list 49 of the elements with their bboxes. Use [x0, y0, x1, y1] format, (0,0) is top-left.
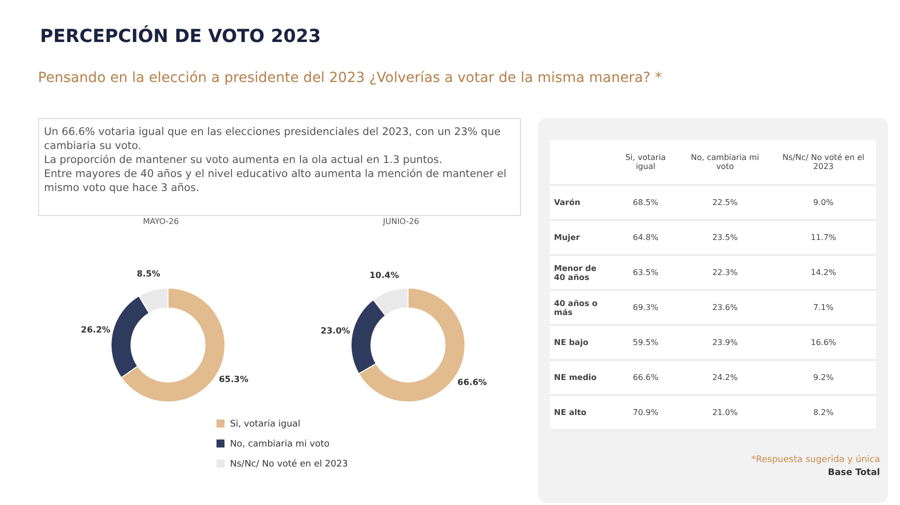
text: 68.5% — [632, 198, 658, 207]
data-label: 26.2% — [80, 325, 111, 336]
text: PERCEPCIÓN DE VOTO 2023 — [40, 26, 321, 47]
category-label: Mujer — [554, 233, 580, 242]
text: 11.7% — [810, 233, 836, 242]
text: 9.2% — [813, 373, 834, 382]
data-label: 66.6% — [457, 378, 488, 388]
category-label: Varón — [554, 198, 580, 207]
data-label: 65.3% — [218, 375, 249, 386]
legend-label: Si, votaria igual — [230, 420, 300, 430]
category-label: NE alto — [554, 408, 586, 417]
category-label: NE bajo — [554, 338, 588, 347]
legend-label: Ns/Nc/ No voté en el 2023 — [230, 458, 348, 470]
legend-label: No, cambiaria mi voto — [230, 440, 330, 450]
text: 23.5% — [712, 233, 738, 242]
category-label: Menor de 40 años — [554, 264, 596, 282]
text: La proporción de mantener su voto aumenta en la ola actual en 1.3 puntos. — [44, 153, 444, 167]
text: Pensando en la elección a presidente del 2023 ¿Volverías a votar de la misma manera? * — [38, 70, 662, 86]
text: 64.8% — [632, 233, 658, 242]
text: 22.5% — [712, 198, 738, 207]
text: 23.9% — [712, 338, 738, 347]
text: 8.2% — [813, 408, 834, 417]
category-label: NE medio — [554, 373, 597, 382]
text: Un 66.6% votaria igual que en las elecciones presidenciales del 2023, con un 23% que cambiaria su voto. — [44, 125, 502, 153]
text: Entre mayores de 40 años y el nivel educativo alto aumenta la mención de mantener el mismo voto que hace 3 años. — [44, 167, 508, 195]
category-label: Ns/Nc/ No voté en el 2023 — [770, 140, 876, 185]
category-label: No, cambiaria mi voto — [679, 140, 771, 185]
text: 22.3% — [712, 268, 738, 277]
chart-title: JUNIO-26 — [382, 217, 420, 226]
text: 69.3% — [632, 303, 658, 312]
category-label: 40 años o más — [554, 298, 598, 316]
text: 9.0% — [813, 198, 834, 207]
text: 21.0% — [712, 408, 738, 417]
text: 24.2% — [712, 373, 738, 382]
chart-title: MAYO-26 — [143, 217, 179, 226]
data-label: 23.0% — [320, 326, 351, 337]
text: 59.5% — [632, 338, 658, 347]
data-label: 10.4% — [370, 270, 400, 281]
text: 63.5% — [632, 268, 658, 277]
text: 14.2% — [810, 268, 836, 277]
text: 70.9% — [632, 408, 658, 417]
data-label: 8.5% — [136, 270, 161, 280]
text: 16.6% — [810, 338, 836, 347]
category-label: Si, votaria igual — [612, 140, 680, 185]
text: *Respuesta sugerida y única — [750, 454, 880, 467]
text: 66.6% — [632, 373, 658, 382]
text: 23.6% — [712, 303, 738, 312]
text: 7.1% — [813, 303, 834, 312]
text: Base Total — [826, 467, 880, 480]
